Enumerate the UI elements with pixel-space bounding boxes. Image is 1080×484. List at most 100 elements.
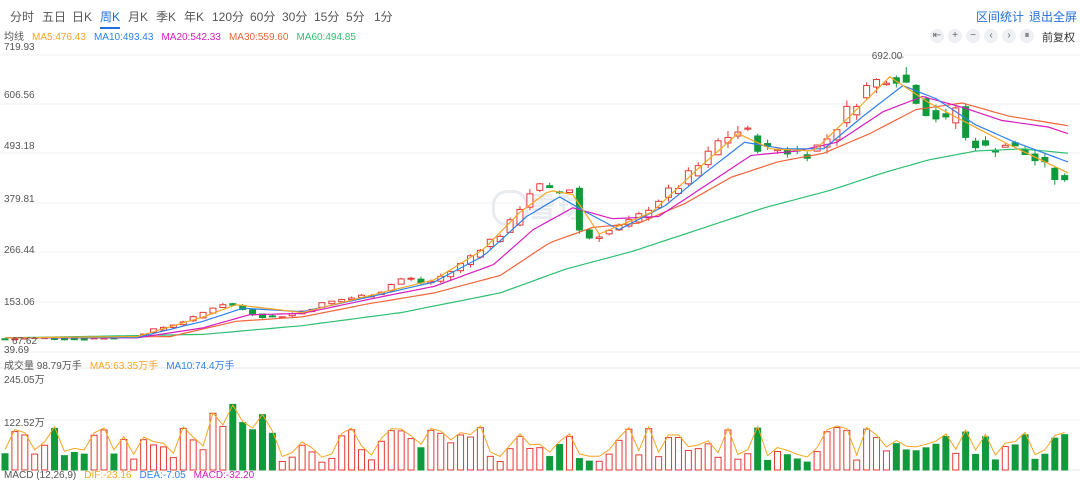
volume-legend: 成交量 98.79万手 MA5:63.35万手 MA10:74.4万手 [4,357,243,372]
pause-icon[interactable]: ⏸ [1020,29,1034,43]
volume-bar [447,442,455,471]
volume-bar [249,429,257,471]
volume-bar [793,458,801,471]
candle [843,105,851,124]
candle [1051,167,1059,181]
volume-bar [972,453,980,471]
tab-5[interactable]: 月K [128,10,149,24]
legend-label: 均线 [4,32,24,43]
volume-bar [397,430,405,471]
volume-bar [566,435,574,471]
volume-bar [674,437,682,471]
volume-bar [417,447,425,471]
volume-bar [684,450,692,471]
scroll-left-icon[interactable]: ‹ [984,29,998,43]
volume-bar [912,450,920,471]
volume-bar [377,440,385,471]
volume-bar [556,443,564,471]
volume-bar [348,429,356,471]
ma-legend: 均线 MA5:476.43 MA10:493.43 MA20:542.33 MA30:5… [4,28,364,43]
volume-bar [595,460,603,471]
tab-7[interactable]: 年K [184,10,205,24]
volume-bar [655,456,663,471]
zoom-out-icon[interactable]: − [966,29,980,43]
legend-item: MA20:542.33 [161,32,221,43]
volume-bar [60,455,68,471]
volume-bar [863,428,871,471]
candle [70,338,78,341]
candle [873,79,881,88]
legend-item: MA10:493.43 [93,32,154,43]
macd-legend: MACD (12,26,9) DIF:-23.16 DEA:-7.05 MACD:-3… [4,470,262,484]
candle [249,309,257,316]
volume-bar [31,453,39,471]
low-label: 67.62 [12,336,38,347]
price-tick: 153.06 [4,297,35,308]
tab-6[interactable]: 季K [156,10,177,24]
volume-bar [952,452,960,471]
volume-bar [843,429,851,471]
candle [942,113,950,118]
volume-bar [575,458,583,471]
volume-bar [288,456,296,471]
volume-bar [744,453,752,471]
volume-bar [80,453,88,471]
volume-bar [239,422,247,471]
tab-9[interactable]: 60分 [250,10,276,24]
adjust-mode-select[interactable]: 前复权 [1042,32,1075,44]
volume-bar [665,437,673,471]
price-tick: 606.56 [4,90,35,101]
price-tick: 719.93 [4,42,35,53]
volume-bar [922,447,930,471]
volume-bar [169,457,177,471]
tab-8[interactable]: 120分 [212,10,245,24]
interval-stats-link[interactable]: 区间统计 [976,10,1025,24]
volume-bar [1061,434,1069,471]
ma20-line [5,95,1069,339]
volume-bar [635,454,643,471]
tab-3[interactable]: 日K [72,10,93,24]
volume-bar [298,444,306,471]
volume-bar [427,429,435,471]
volume-bar [496,460,504,471]
candle [902,74,910,83]
volume-bar [457,434,465,471]
tab-2[interactable]: 五日 [42,10,67,24]
volume-bar [51,427,59,471]
scroll-right-icon[interactable]: › [1002,29,1016,43]
volume-bar [754,427,762,471]
tab-1[interactable]: 分时 [10,10,35,24]
exit-fullscreen-link[interactable]: 退出全屏 [1029,10,1078,24]
volume-bar [714,456,722,471]
volume-bar [813,451,821,471]
candle [744,127,752,130]
volume-bar [407,438,415,471]
zoom-in-icon[interactable]: + [948,29,962,43]
candle [1001,144,1009,148]
tab-10[interactable]: 30分 [282,10,308,24]
volume-bar [853,459,861,471]
candle [674,187,682,194]
tab-4[interactable]: 周K [100,10,121,29]
candle [268,315,276,318]
candle [863,85,871,99]
volume-bar [942,435,950,471]
volume-bar [605,453,613,471]
candle [60,338,68,341]
volume-bar [981,436,989,471]
volume-bar [585,460,593,471]
tab-11[interactable]: 15分 [314,10,340,24]
volume-bar [873,437,881,471]
candle [219,304,227,308]
tab-12[interactable]: 5分 [346,10,365,24]
volume-bar [159,446,167,471]
volume-bar [41,444,49,471]
reset-icon[interactable]: ⇤ [930,29,944,43]
volume-bar [258,414,266,471]
volume-bar [21,434,29,471]
volume-bar [1051,437,1059,471]
candle [397,278,405,285]
tab-13[interactable]: 1分 [374,10,393,24]
volume-bar [140,439,148,471]
